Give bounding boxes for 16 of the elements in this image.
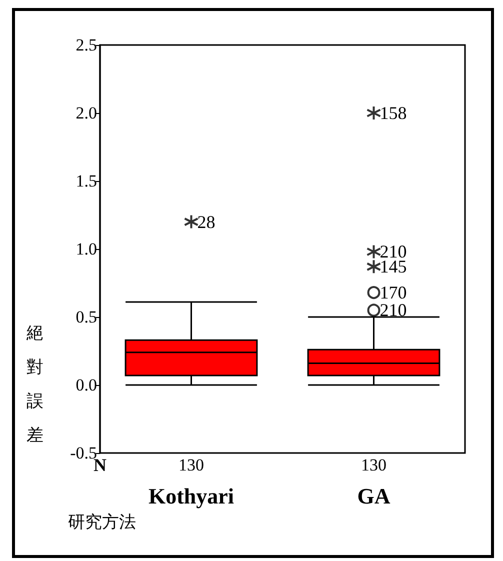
y-axis-title: 絕對誤差 — [26, 324, 44, 444]
y-tick-label: 0.5 — [76, 308, 97, 326]
y-tick-label: 2.5 — [76, 36, 97, 54]
y-tick-label: 2.0 — [76, 104, 97, 122]
annotation: 170 — [380, 282, 407, 303]
y-tick-label: 1.5 — [76, 172, 97, 190]
annotation: 28 — [197, 212, 216, 232]
text: 130 — [361, 456, 386, 474]
annotation: 210 — [380, 300, 407, 320]
x-tick-label: Kothyari — [148, 484, 234, 508]
y-tick-label: 1.0 — [76, 240, 97, 258]
x-axis-title: 研究方法 — [68, 512, 136, 532]
annotation: 158 — [380, 103, 407, 123]
text: 130 — [178, 456, 204, 474]
y-tick-label: 0.0 — [76, 376, 97, 394]
x-tick-label: GA — [357, 484, 390, 508]
